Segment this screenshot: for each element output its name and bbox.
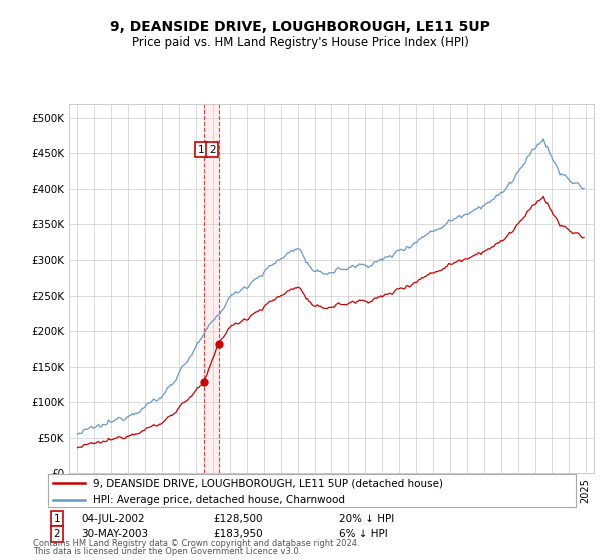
Text: 1: 1	[198, 145, 205, 155]
Text: 6% ↓ HPI: 6% ↓ HPI	[339, 529, 388, 539]
Text: 9, DEANSIDE DRIVE, LOUGHBOROUGH, LE11 5UP: 9, DEANSIDE DRIVE, LOUGHBOROUGH, LE11 5U…	[110, 20, 490, 34]
Text: £183,950: £183,950	[213, 529, 263, 539]
Text: Contains HM Land Registry data © Crown copyright and database right 2024.: Contains HM Land Registry data © Crown c…	[33, 539, 359, 548]
Bar	[205, 104, 219, 473]
Text: 20% ↓ HPI: 20% ↓ HPI	[339, 514, 394, 524]
Text: 2: 2	[209, 145, 215, 155]
Text: 2: 2	[53, 529, 61, 539]
Text: Price paid vs. HM Land Registry's House Price Index (HPI): Price paid vs. HM Land Registry's House …	[131, 36, 469, 49]
Text: 04-JUL-2002: 04-JUL-2002	[81, 514, 145, 524]
Text: 9, DEANSIDE DRIVE, LOUGHBOROUGH, LE11 5UP (detached house): 9, DEANSIDE DRIVE, LOUGHBOROUGH, LE11 5U…	[93, 478, 443, 488]
Text: £128,500: £128,500	[213, 514, 263, 524]
Text: This data is licensed under the Open Government Licence v3.0.: This data is licensed under the Open Gov…	[33, 547, 301, 556]
Text: 1: 1	[53, 514, 61, 524]
Text: 30-MAY-2003: 30-MAY-2003	[81, 529, 148, 539]
Text: HPI: Average price, detached house, Charnwood: HPI: Average price, detached house, Char…	[93, 494, 345, 505]
